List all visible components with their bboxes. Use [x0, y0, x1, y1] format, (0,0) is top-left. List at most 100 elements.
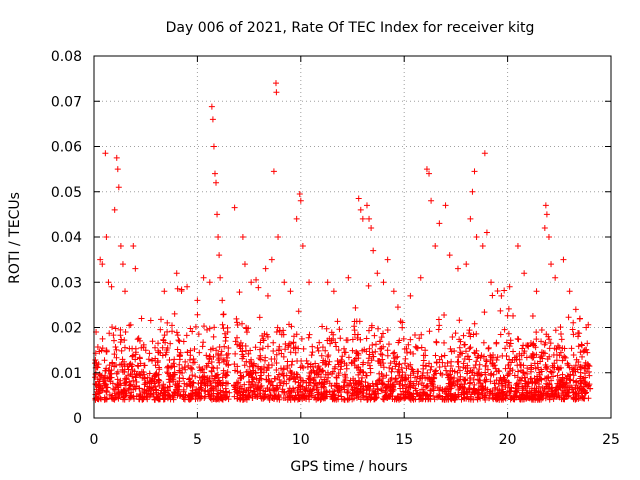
data-point — [194, 297, 201, 304]
data-point — [95, 384, 102, 391]
data-point — [541, 375, 548, 382]
data-point — [203, 362, 210, 369]
data-point — [576, 315, 583, 322]
data-point — [532, 344, 539, 351]
data-point — [169, 322, 175, 329]
data-point — [206, 393, 213, 400]
data-point — [255, 284, 262, 291]
data-point — [106, 330, 113, 337]
data-point — [246, 378, 253, 385]
data-point — [564, 393, 571, 400]
data-point — [217, 274, 224, 281]
data-point — [545, 333, 552, 340]
data-point — [170, 371, 177, 378]
data-point — [175, 337, 182, 344]
data-point — [510, 312, 517, 319]
data-point — [248, 360, 255, 367]
data-point — [148, 384, 155, 391]
data-point — [548, 377, 555, 384]
data-point — [216, 252, 223, 259]
data-point — [315, 363, 322, 370]
data-point — [408, 366, 415, 373]
data-point — [392, 354, 399, 361]
data-point — [132, 349, 139, 356]
data-point — [412, 385, 419, 392]
data-point — [292, 349, 299, 356]
data-point — [168, 364, 175, 371]
data-point — [420, 357, 427, 364]
data-point — [365, 383, 372, 390]
data-point — [119, 356, 126, 363]
y-tick-label: 0.01 — [51, 366, 82, 382]
data-point — [187, 347, 194, 354]
data-point — [224, 368, 231, 375]
data-point — [523, 354, 530, 361]
data-point — [306, 279, 313, 286]
data-point — [127, 382, 134, 389]
data-point — [548, 369, 555, 376]
data-point — [114, 381, 121, 388]
data-point — [392, 376, 399, 383]
data-point — [422, 390, 429, 397]
data-point — [407, 349, 414, 356]
data-point — [572, 306, 579, 313]
data-point — [133, 383, 140, 390]
data-point — [185, 376, 192, 383]
data-point — [155, 340, 162, 347]
data-point — [180, 375, 187, 382]
data-point — [506, 343, 513, 350]
data-point — [505, 305, 512, 312]
data-point — [416, 335, 423, 342]
data-point — [125, 366, 132, 373]
data-point — [217, 387, 224, 394]
data-point — [200, 339, 207, 346]
data-point — [174, 346, 181, 353]
data-point — [136, 385, 143, 392]
data-point — [514, 368, 521, 375]
data-point — [325, 352, 332, 359]
data-point — [578, 364, 585, 371]
data-point — [236, 343, 243, 350]
data-point — [372, 348, 379, 355]
data-point — [406, 380, 413, 387]
data-point — [524, 365, 531, 372]
data-point — [113, 354, 120, 361]
data-point — [357, 206, 364, 213]
data-point — [400, 335, 407, 342]
data-point — [422, 395, 429, 402]
data-point — [222, 373, 229, 380]
data-point — [573, 390, 580, 397]
data-point — [184, 283, 191, 290]
data-point — [176, 356, 183, 363]
data-point — [573, 378, 580, 385]
data-point — [417, 274, 424, 281]
data-point — [126, 396, 133, 403]
data-point — [308, 390, 315, 397]
data-point — [350, 375, 357, 382]
data-point — [114, 376, 121, 383]
data-point — [391, 358, 398, 365]
data-point — [314, 395, 321, 402]
data-point — [538, 338, 545, 345]
data-point — [343, 365, 350, 372]
data-point — [478, 371, 485, 378]
data-point — [300, 345, 307, 352]
data-point — [511, 372, 518, 379]
data-point — [222, 388, 229, 395]
data-point — [378, 387, 385, 394]
data-point — [117, 332, 124, 339]
data-point — [385, 341, 392, 348]
data-point — [501, 287, 508, 294]
data-point — [202, 380, 209, 387]
data-point — [510, 348, 517, 355]
data-point — [181, 396, 188, 403]
data-point — [101, 357, 108, 364]
data-point — [266, 387, 273, 394]
data-point — [247, 384, 254, 391]
data-point — [243, 396, 250, 403]
data-point — [132, 356, 139, 363]
data-point — [376, 370, 383, 377]
data-point — [121, 363, 128, 370]
data-point — [570, 352, 577, 359]
data-point — [547, 368, 554, 375]
